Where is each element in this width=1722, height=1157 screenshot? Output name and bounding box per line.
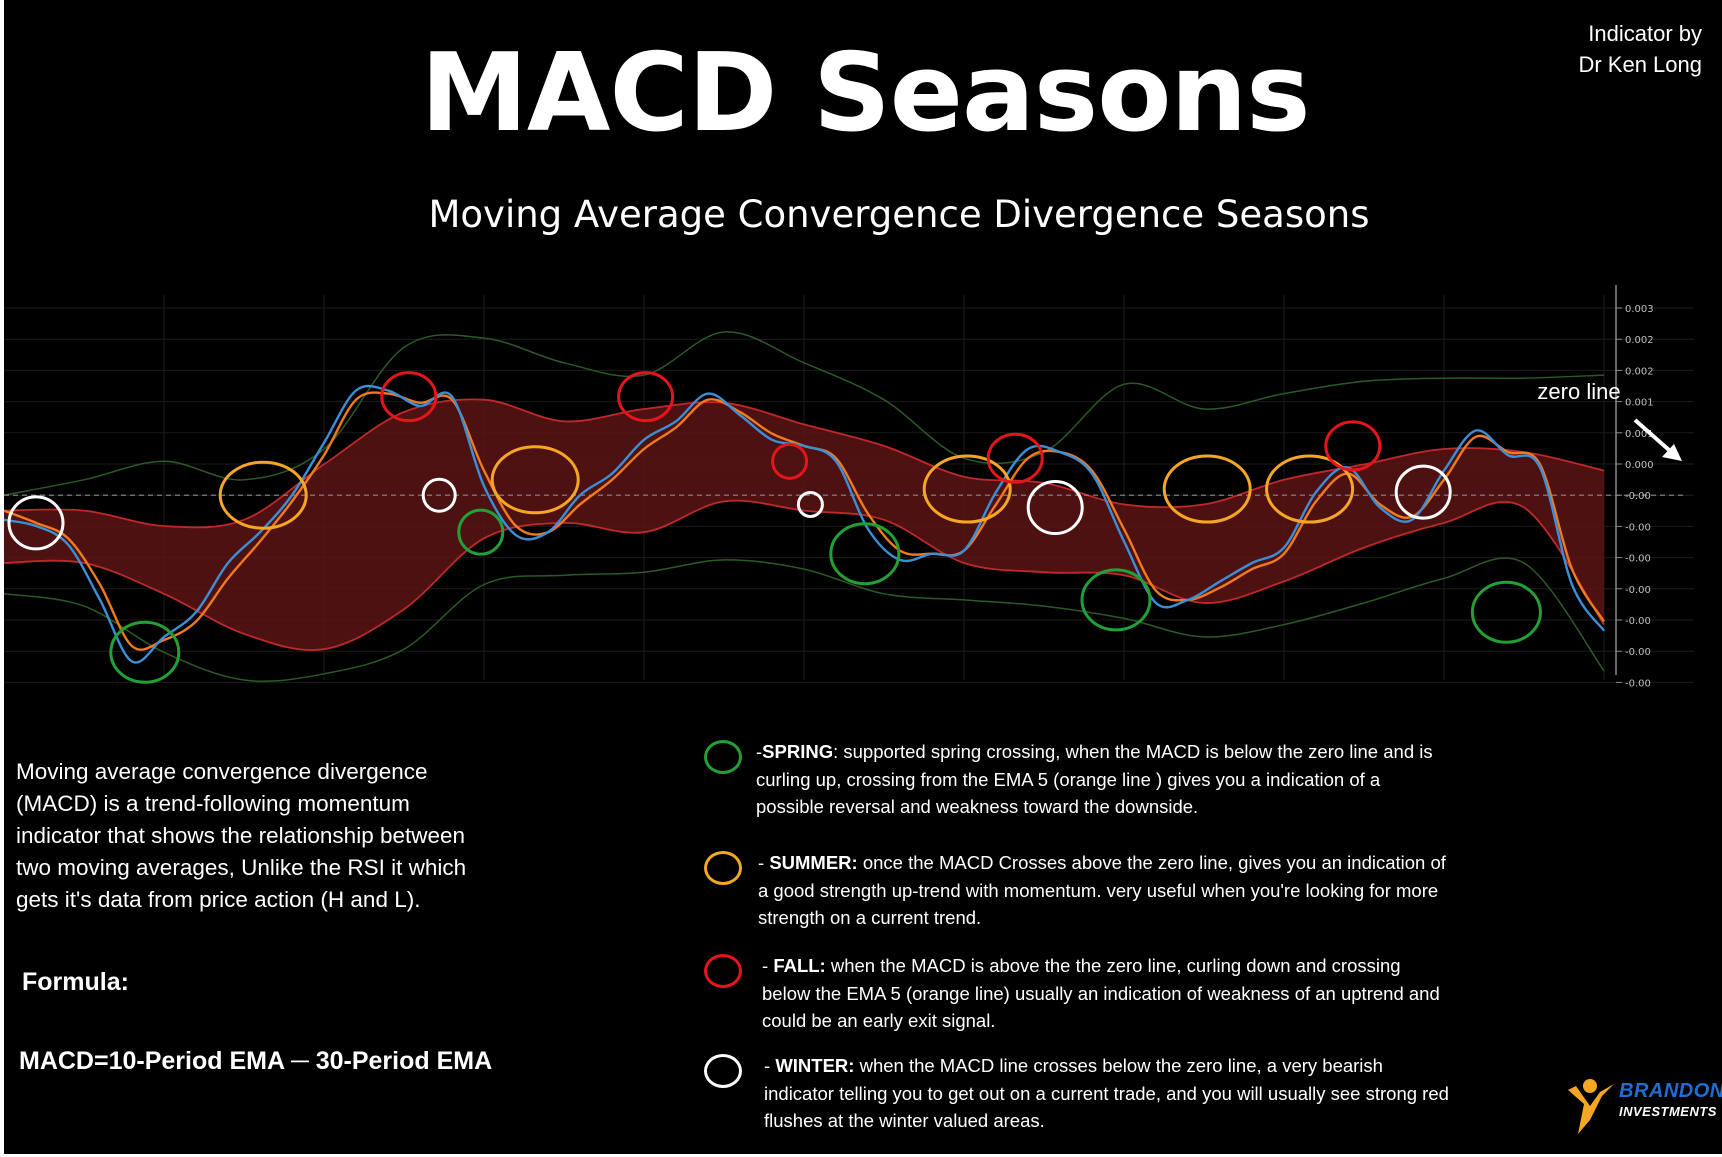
- marker-summer-11: [922, 454, 1012, 524]
- marker-fall-3: [380, 371, 438, 423]
- marker-fall-7: [617, 371, 675, 423]
- legend-text-winter: - WINTER: when the MACD line crosses bel…: [764, 1055, 1449, 1131]
- y-tick-label: 0.002: [1625, 335, 1654, 346]
- legend-text-summer: - SUMMER: once the MACD Crosses above th…: [758, 852, 1446, 928]
- outer-band-lower: [4, 557, 1605, 682]
- author-credit: Indicator by Dr Ken Long: [1482, 18, 1702, 80]
- y-tick-label: -0.00: [1625, 554, 1651, 565]
- logo-word-brandon: BRANDON: [1619, 1080, 1722, 1102]
- y-tick-label: -0.00: [1625, 491, 1651, 502]
- marker-summer-16: [1265, 454, 1355, 524]
- marker-winter-13: [1026, 480, 1084, 536]
- y-tick-label: 0.002: [1625, 366, 1654, 377]
- marker-summer-6: [490, 445, 580, 515]
- marker-fall-12: [986, 432, 1044, 484]
- infographic: MACD Seasons Moving Average Convergence …: [4, 0, 1722, 1154]
- person-logo-icon: [1568, 1079, 1614, 1134]
- marker-spring-10: [829, 522, 901, 586]
- macd-chart: 0.003 0.002 0.002 0.001 0.001 0.000 -0.00 -0.00…: [4, 285, 1694, 689]
- band-fill: [4, 399, 1604, 651]
- marker-winter-0: [7, 495, 65, 551]
- season-markers: [7, 371, 1542, 684]
- marker-fall-8: [771, 442, 809, 480]
- y-tick-label: -0.00: [1625, 616, 1651, 627]
- y-tick-label: 0.003: [1625, 304, 1654, 315]
- marker-fall-17: [1324, 420, 1382, 472]
- formula-label: Formula:: [22, 968, 129, 996]
- marker-spring-5: [457, 508, 505, 556]
- macd-description: Moving average convergence divergence (M…: [16, 759, 467, 912]
- marker-winter-9: [796, 490, 824, 518]
- marker-winter-18: [1394, 464, 1452, 520]
- zero-line-arrow-icon: [1633, 418, 1682, 461]
- marker-spring-1: [109, 620, 181, 684]
- outer-band-upper: [4, 331, 1605, 496]
- legend-text-fall: - FALL: when the MACD is above the the z…: [762, 955, 1440, 1031]
- marker-spring-14: [1080, 568, 1152, 632]
- spring-circle-icon: [704, 740, 742, 774]
- y-axis: 0.003 0.002 0.002 0.001 0.001 0.000 -0.00 -0.00…: [1615, 285, 1654, 689]
- outer-bands: [4, 331, 1605, 682]
- macd-line: [4, 384, 1605, 664]
- y-tick-label: 0.001: [1625, 429, 1654, 440]
- y-tick-label: -0.00: [1625, 678, 1651, 689]
- winter-circle-icon: [704, 1054, 742, 1088]
- zero-line-label: zero line: [1537, 379, 1620, 404]
- brandon-investments-logo: BRANDON INVESTMENTS: [1564, 1070, 1722, 1140]
- y-tick-label: 0.001: [1625, 398, 1654, 409]
- credit-line-1: Indicator by: [1588, 21, 1702, 46]
- page-subtitle: Moving Average Convergence Divergence Se…: [428, 193, 1370, 236]
- credit-line-2: Dr Ken Long: [1578, 52, 1702, 77]
- summer-circle-icon: [704, 851, 742, 885]
- marker-summer-15: [1162, 454, 1252, 524]
- marker-summer-2: [218, 460, 308, 530]
- logo-word-investments: INVESTMENTS: [1619, 1104, 1717, 1119]
- marker-spring-19: [1470, 580, 1542, 644]
- y-tick-label: -0.00: [1625, 585, 1651, 596]
- legend-text-spring: -SPRING: supported spring crossing, when…: [756, 741, 1433, 817]
- page-title: MACD Seasons: [420, 31, 1310, 156]
- formula-text: MACD=10-Period EMA ─ 30-Period EMA: [19, 1047, 493, 1075]
- fall-circle-icon: [704, 954, 742, 988]
- y-tick-label: -0.00: [1625, 522, 1651, 533]
- marker-winter-4: [421, 477, 457, 513]
- y-tick-label: -0.00: [1625, 647, 1651, 658]
- y-tick-label: 0.000: [1625, 460, 1654, 471]
- band-lower-edge: [4, 499, 1605, 651]
